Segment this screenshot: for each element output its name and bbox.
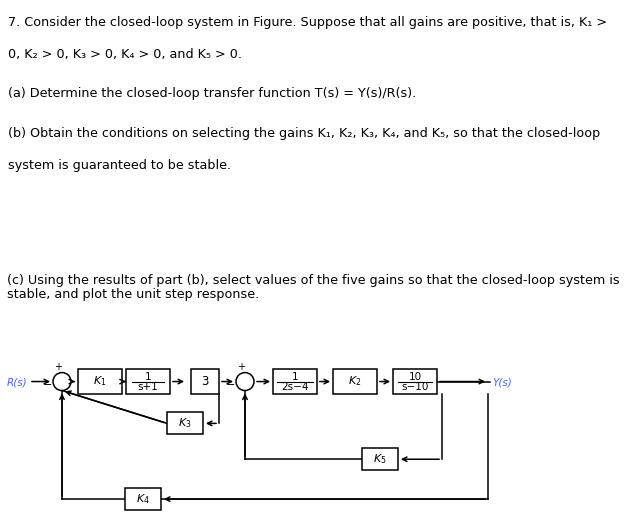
Text: s−10: s−10 [401,382,429,392]
Circle shape [53,372,71,391]
Bar [78,369,122,394]
Text: $K_4$: $K_4$ [136,492,150,506]
Text: $K_1$: $K_1$ [93,374,107,389]
Text: $K_3$: $K_3$ [178,416,192,430]
Text: −: − [226,380,235,390]
Bar [393,369,437,394]
Text: system is guaranteed to be stable.: system is guaranteed to be stable. [8,159,231,172]
Text: R(s): R(s) [7,378,28,388]
Text: (a) Determine the closed-loop transfer function T(s) = Y(s)/R(s).: (a) Determine the closed-loop transfer f… [8,87,416,100]
Text: $K_2$: $K_2$ [348,374,362,389]
Bar [273,369,317,394]
Text: +: + [54,361,62,371]
Text: 3: 3 [202,375,209,388]
Text: 10: 10 [408,372,422,382]
Text: Y(s): Y(s) [492,378,512,388]
Text: s+1: s+1 [138,382,158,392]
Text: $K_5$: $K_5$ [373,452,387,466]
Text: 0, K₂ > 0, K₃ > 0, K₄ > 0, and K₅ > 0.: 0, K₂ > 0, K₃ > 0, K₄ > 0, and K₅ > 0. [8,48,242,61]
Bar [191,369,219,394]
Bar [333,369,377,394]
Text: +: + [237,361,245,371]
Text: stable, and plot the unit step response.: stable, and plot the unit step response. [7,288,259,301]
Bar [125,488,161,510]
Text: −: − [43,380,52,390]
Text: (b) Obtain the conditions on selecting the gains K₁, K₂, K₃, K₄, and K₅, so that: (b) Obtain the conditions on selecting t… [8,127,600,140]
Text: 1: 1 [292,372,298,382]
Text: 7. Consider the closed-loop system in Figure. Suppose that all gains are positiv: 7. Consider the closed-loop system in Fi… [8,16,607,29]
Text: 1: 1 [145,372,151,382]
Text: (c) Using the results of part (b), select values of the five gains so that the c: (c) Using the results of part (b), selec… [7,274,620,287]
Text: 2s−4: 2s−4 [281,382,308,392]
Bar [362,448,398,470]
Bar [126,369,170,394]
Bar [167,413,203,434]
Circle shape [236,372,254,391]
